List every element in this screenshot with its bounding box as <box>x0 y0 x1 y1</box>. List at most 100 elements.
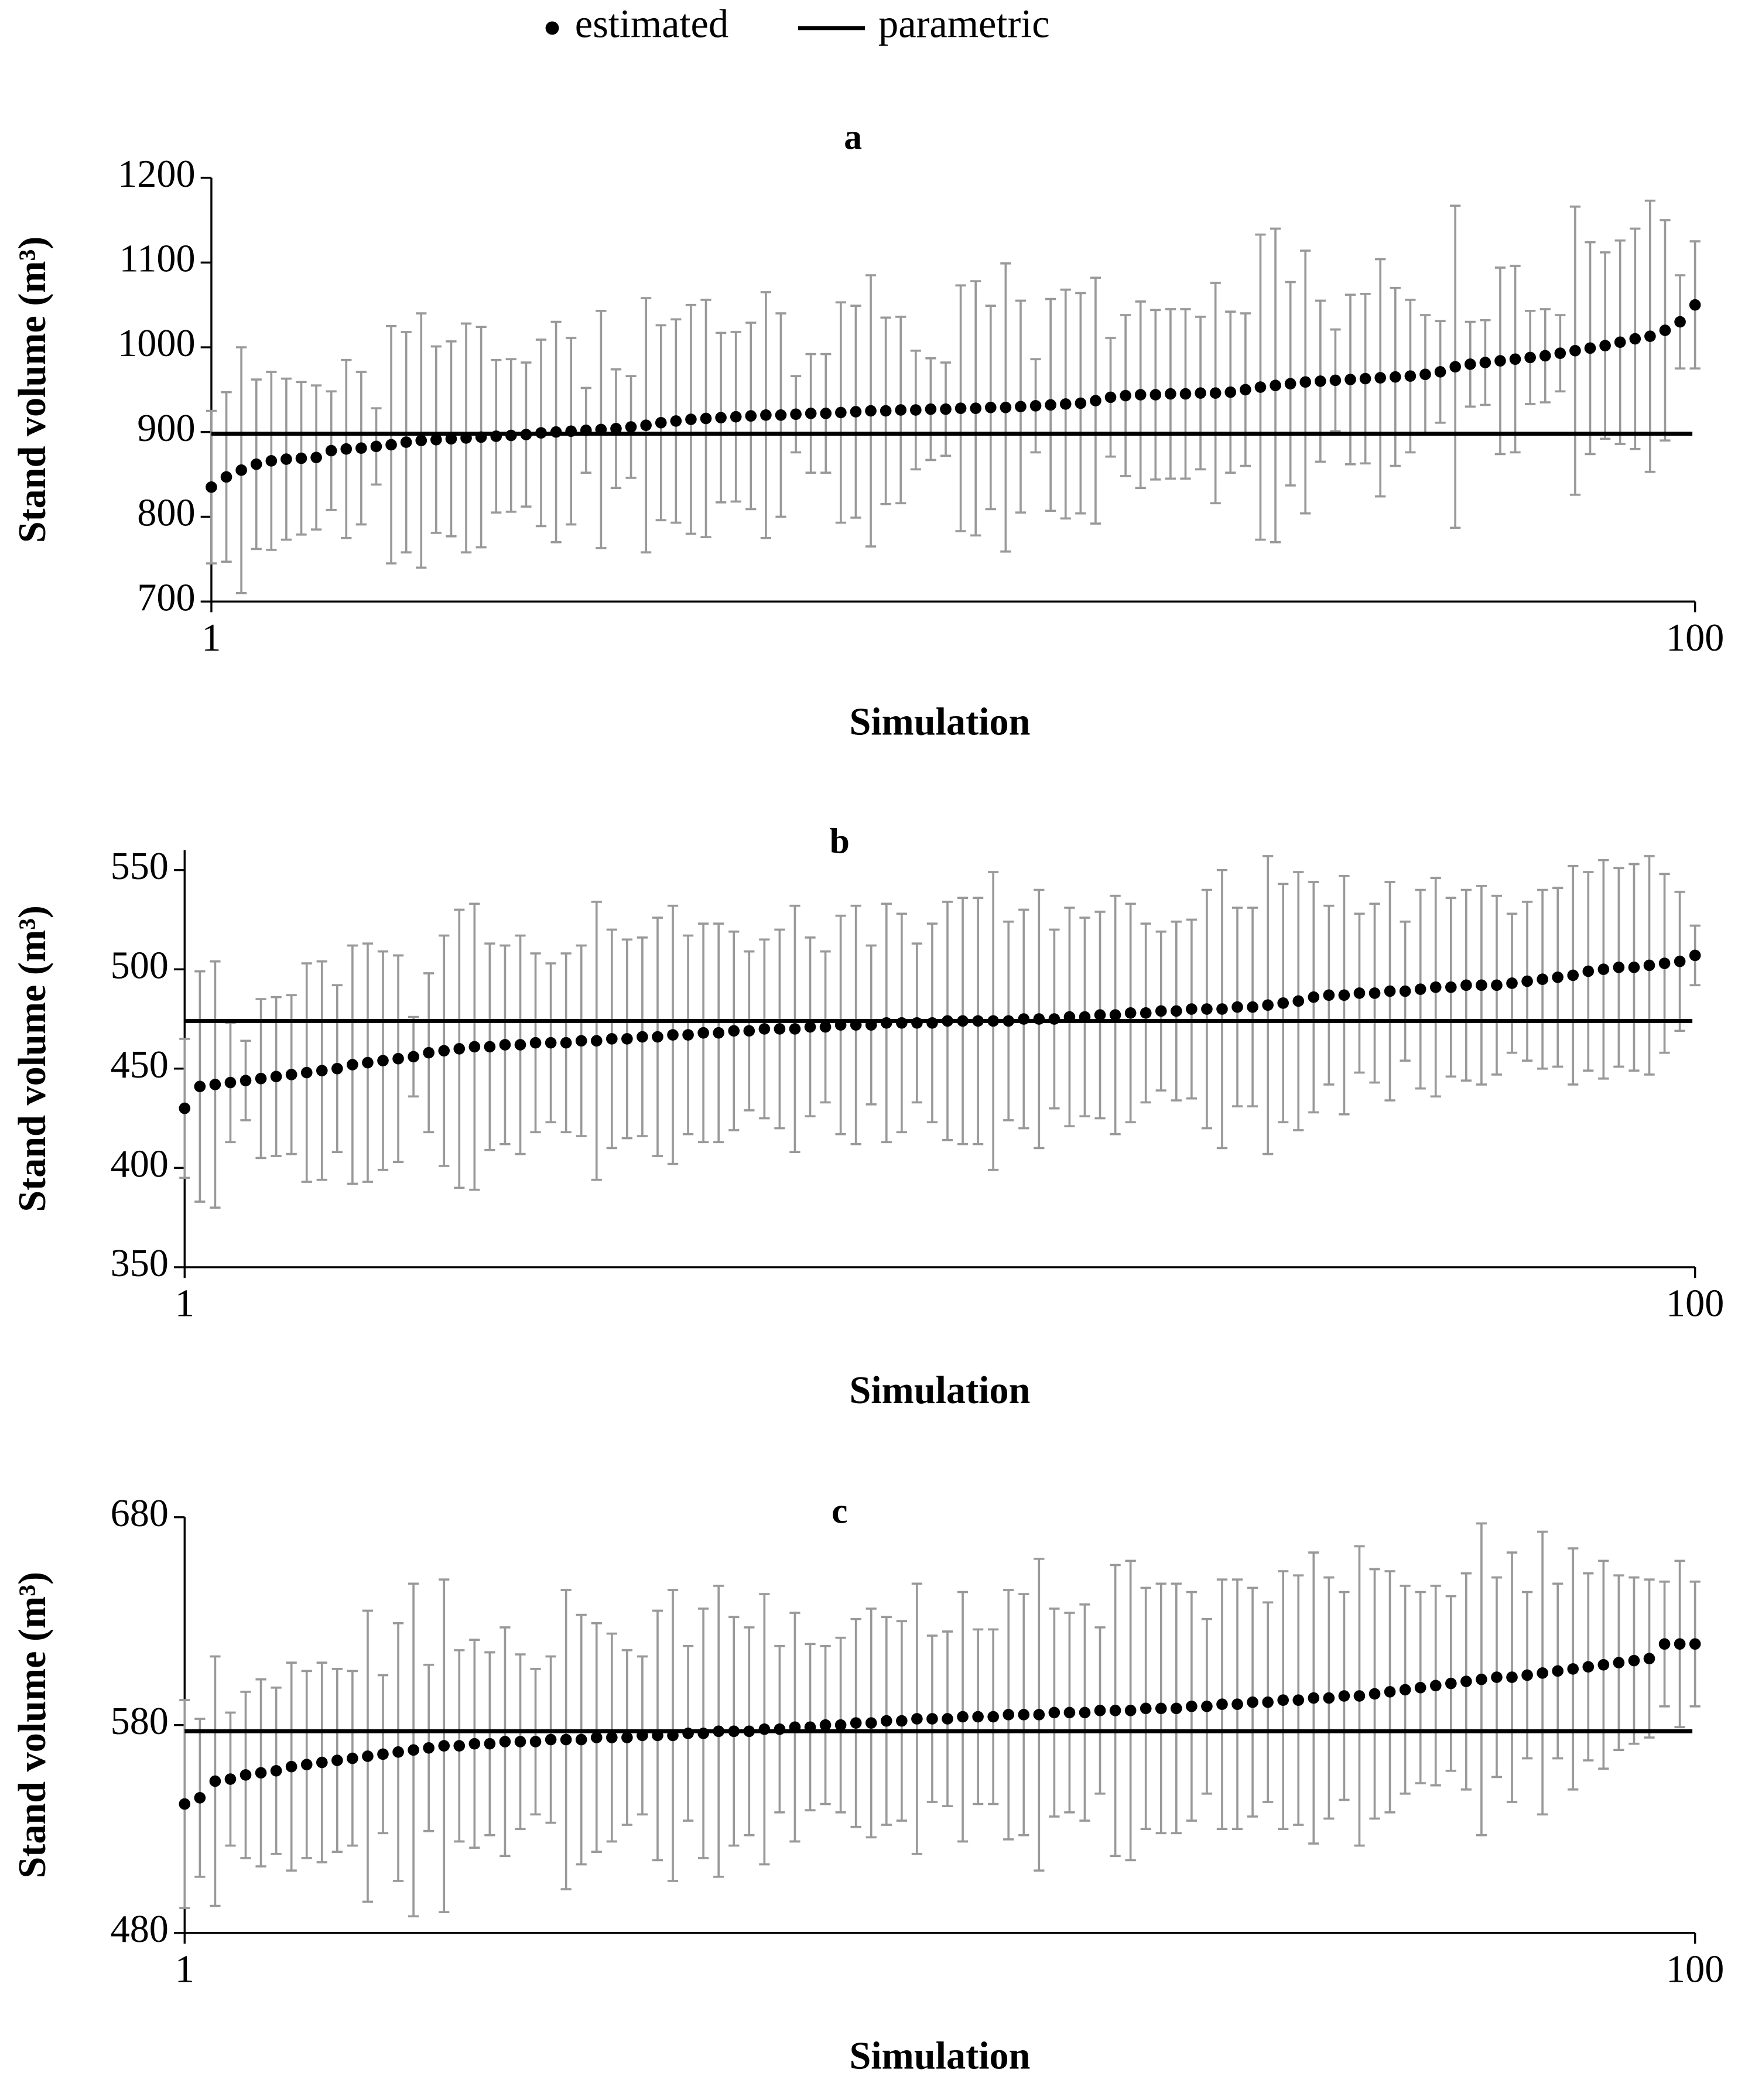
point <box>774 1723 786 1735</box>
point <box>652 1031 663 1043</box>
point <box>972 1015 984 1027</box>
point <box>667 1729 679 1742</box>
point <box>1567 1663 1579 1675</box>
point <box>1494 355 1506 367</box>
point <box>1476 1673 1487 1685</box>
point <box>1629 333 1641 345</box>
point <box>1449 361 1461 373</box>
point <box>758 1023 771 1035</box>
point <box>1476 979 1487 991</box>
point <box>453 1043 466 1055</box>
panel-title: a <box>844 117 862 157</box>
point <box>1384 985 1396 997</box>
point <box>819 1021 832 1033</box>
y-tick-label: 480 <box>111 1908 169 1951</box>
point <box>392 1746 404 1758</box>
point <box>970 402 982 415</box>
point <box>1299 376 1312 388</box>
x-axis-label: Simulation <box>849 1369 1030 1412</box>
point <box>667 1029 679 1041</box>
point <box>535 427 547 439</box>
y-axis-label: Stand volume (m³) <box>11 237 54 543</box>
point <box>385 439 397 451</box>
point <box>240 1075 252 1086</box>
point <box>1597 963 1610 976</box>
point <box>1464 358 1476 370</box>
point <box>1323 1692 1335 1704</box>
point <box>789 1721 801 1733</box>
point <box>730 411 742 423</box>
point <box>1247 1001 1258 1013</box>
point <box>896 1715 908 1727</box>
y-tick-label: 680 <box>111 1492 169 1535</box>
point <box>805 408 817 419</box>
point <box>310 452 322 463</box>
point <box>224 1773 237 1785</box>
y-tick-label: 450 <box>111 1044 169 1086</box>
point <box>834 1019 847 1031</box>
point <box>774 1023 786 1035</box>
y-tick-label: 580 <box>111 1700 169 1743</box>
point <box>789 1023 801 1035</box>
point <box>1509 353 1521 365</box>
x-tick-label: 100 <box>1666 617 1724 659</box>
legend-marker <box>545 21 559 35</box>
point <box>605 1033 618 1045</box>
point <box>520 429 532 440</box>
point <box>865 405 877 417</box>
point <box>954 402 967 415</box>
point <box>408 1744 419 1756</box>
x-tick-label: 100 <box>1666 1282 1724 1325</box>
point <box>1689 299 1701 311</box>
point <box>1658 957 1671 969</box>
point <box>880 405 892 417</box>
point <box>1079 1706 1091 1719</box>
point <box>1134 389 1147 401</box>
point <box>270 1764 282 1777</box>
point <box>285 1760 297 1773</box>
x-axis-label: Simulation <box>849 2035 1030 2078</box>
point <box>850 1019 862 1031</box>
point <box>224 1076 237 1089</box>
point <box>1479 357 1491 368</box>
point <box>1539 350 1551 362</box>
point <box>331 1754 343 1766</box>
point <box>270 1070 282 1083</box>
point <box>209 1079 221 1090</box>
point <box>745 410 757 422</box>
point <box>347 1059 358 1070</box>
point <box>377 1055 389 1067</box>
point <box>1277 997 1289 1009</box>
point <box>1643 959 1655 972</box>
point <box>1315 375 1326 387</box>
point <box>1359 372 1371 385</box>
point <box>1109 1009 1121 1021</box>
point <box>940 403 952 415</box>
point <box>1231 1698 1243 1711</box>
point <box>1644 330 1656 343</box>
point <box>560 1733 572 1746</box>
point <box>550 426 562 438</box>
point <box>1582 1661 1595 1673</box>
point <box>331 1062 343 1075</box>
point <box>499 1736 511 1747</box>
point <box>1429 981 1442 993</box>
point <box>1404 370 1417 382</box>
point <box>1658 1638 1671 1650</box>
point <box>1506 1671 1518 1683</box>
point <box>529 1736 542 1747</box>
point <box>1262 999 1274 1011</box>
point <box>179 1102 191 1114</box>
point <box>240 1769 252 1781</box>
legend-label: estimated <box>575 2 728 46</box>
x-tick-label: 1 <box>201 617 221 659</box>
point <box>652 1729 663 1742</box>
point <box>408 1051 419 1063</box>
point <box>1018 1013 1030 1025</box>
point <box>1124 1705 1137 1716</box>
point <box>743 1725 755 1738</box>
point <box>575 1035 587 1047</box>
point <box>1569 344 1581 357</box>
point <box>1045 399 1056 411</box>
point <box>1179 388 1192 400</box>
